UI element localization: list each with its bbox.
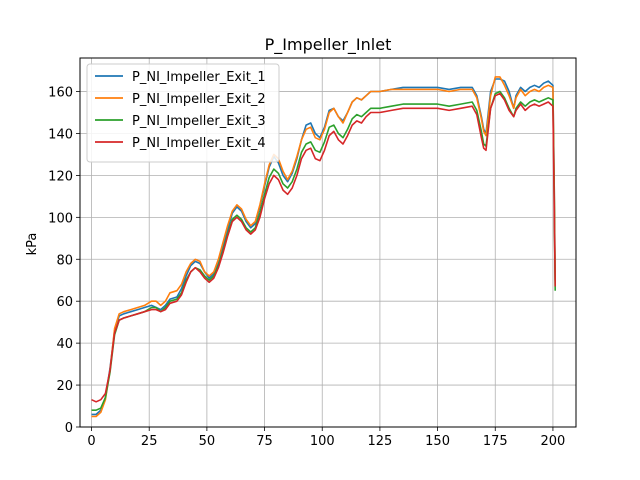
series-line-4	[91, 92, 556, 403]
x-tick-label: 175	[483, 434, 508, 449]
legend-label: P_NI_Impeller_Exit_3	[132, 114, 266, 129]
x-tick-label: 100	[310, 434, 335, 449]
y-tick-label: 40	[56, 337, 73, 352]
y-tick-label: 80	[56, 253, 73, 268]
y-tick-label: 100	[48, 211, 73, 226]
legend-label: P_NI_Impeller_Exit_4	[132, 136, 266, 151]
y-axis-label: kPa	[25, 233, 40, 256]
y-tick-label: 60	[56, 295, 73, 310]
y-tick-label: 120	[48, 169, 73, 184]
y-tick-label: 140	[48, 127, 73, 142]
y-tick-label: 160	[48, 86, 73, 101]
legend: P_NI_Impeller_Exit_1 P_NI_Impeller_Exit_2…	[86, 63, 280, 163]
series-line-2	[91, 76, 556, 418]
legend-box	[86, 63, 280, 163]
axis-ticks: 0 25 50 75 100 125 150 175 200 0 20 40 60 80 100 120 140…	[48, 86, 565, 449]
y-tick-label: 0	[65, 421, 73, 436]
x-tick-label: 25	[141, 434, 158, 449]
x-tick-label: 0	[87, 434, 95, 449]
legend-label: P_NI_Impeller_Exit_1	[132, 70, 266, 85]
x-tick-label: 125	[367, 434, 392, 449]
y-tick-label: 20	[56, 379, 73, 394]
chart-title: P_Impeller_Inlet	[265, 35, 392, 55]
x-tick-label: 150	[425, 434, 450, 449]
legend-label: P_NI_Impeller_Exit_2	[132, 92, 266, 107]
series-line-1	[91, 78, 556, 416]
plot-frame	[79, 57, 577, 428]
x-tick-label: 50	[199, 434, 216, 449]
x-tick-label: 75	[256, 434, 273, 449]
x-tick-label: 200	[541, 434, 566, 449]
series-line-3	[91, 90, 556, 412]
series-lines	[91, 76, 556, 418]
